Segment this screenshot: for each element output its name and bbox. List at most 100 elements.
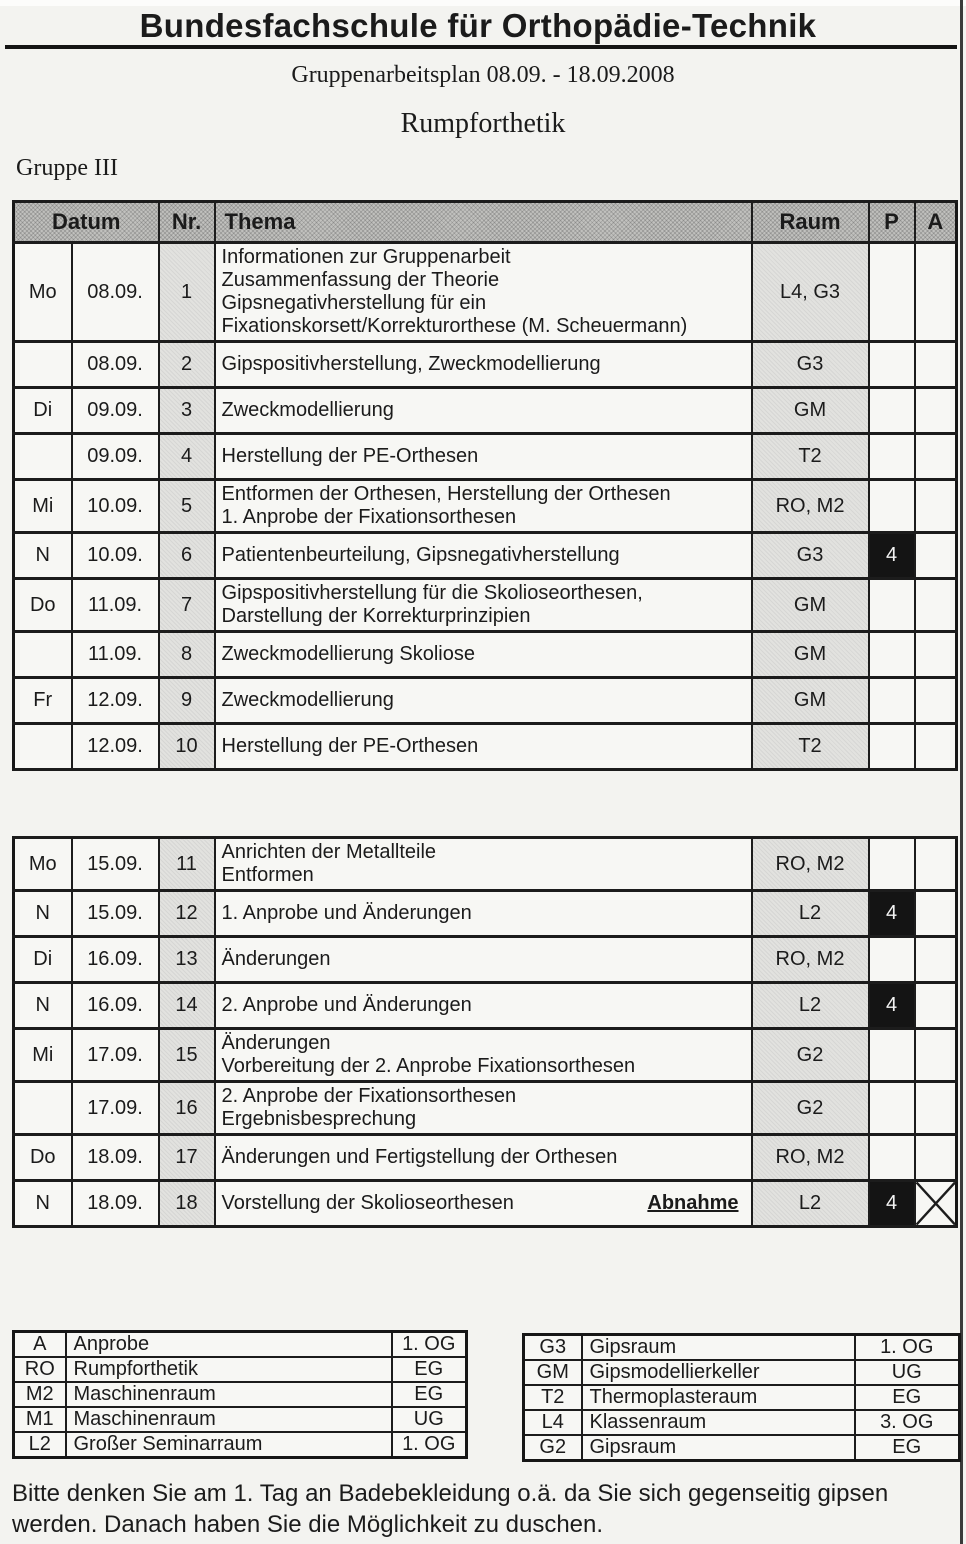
schedule-row: Di 16.09. 13 Änderungen RO, M2 [12, 935, 958, 984]
date-cell: 11.09. [70, 577, 160, 633]
raum-cell: G3 [750, 340, 870, 389]
raum-cell: G3 [750, 531, 870, 580]
nr-cell: 13 [157, 935, 216, 984]
date-cell: 15.09. [70, 889, 160, 938]
legend-code-cell: T2 [522, 1384, 583, 1411]
thema-cell: Änderungen [213, 935, 753, 984]
group-label: Gruppe III [16, 155, 118, 181]
p-cell [867, 1133, 916, 1182]
thema-line: Änderungen und Fertigstellung der Orthes… [221, 1146, 618, 1168]
schedule-header-row: Datum Nr. Thema Raum P A [12, 200, 958, 244]
abnahme-label: Abnahme [647, 1192, 739, 1214]
day-cell: Di [12, 386, 73, 435]
nr-cell: 7 [157, 577, 216, 633]
p-cell [867, 577, 916, 633]
p-cell [867, 340, 916, 389]
date-cell: 16.09. [70, 935, 160, 984]
day-cell: Mo [12, 836, 73, 892]
nr-cell: 10 [157, 722, 216, 771]
p-cell [867, 478, 916, 534]
schedule-row: Mo 15.09. 11 Anrichten der Metallteile En… [12, 836, 958, 892]
thema-line: Darstellung der Korrekturprinzipien [221, 605, 531, 627]
schedule-row: Do 11.09. 7 Gipspositivherstellung für d… [12, 577, 958, 633]
raum-cell: RO, M2 [750, 478, 870, 534]
thema-line: 2. Anprobe und Änderungen [221, 994, 472, 1016]
day-cell: Mi [12, 1027, 73, 1083]
nr-cell: 1 [157, 241, 216, 343]
legend-name-cell: Maschinenraum [64, 1381, 393, 1408]
raum-cell: T2 [750, 722, 870, 771]
nr-cell: 5 [157, 478, 216, 534]
header-raum: Raum [750, 200, 870, 244]
raum-cell: RO, M2 [750, 935, 870, 984]
p-cell: 4 [867, 981, 916, 1030]
nr-cell: 14 [157, 981, 216, 1030]
schedule-row: N 16.09. 14 2. Anprobe und Änderungen L2… [12, 981, 958, 1030]
thema-line: Änderungen [221, 1032, 331, 1054]
legend-floor-cell: 1. OG [390, 1431, 468, 1459]
header-a: A [913, 200, 958, 244]
legend-code-cell: M1 [12, 1406, 67, 1433]
schedule-table-week2: Mo 15.09. 11 Anrichten der Metallteile En… [12, 836, 958, 1228]
p-cell [867, 241, 916, 343]
schedule-row: N 18.09. 18 Vorstellung der Skolioseorth… [12, 1179, 958, 1228]
nr-cell: 18 [157, 1179, 216, 1228]
header-datum: Datum [12, 200, 160, 244]
thema-line: 1. Anprobe und Änderungen [221, 902, 472, 924]
thema-line: Entformen der Orthesen, Herstellung der … [221, 483, 671, 505]
footer-note-line1: Bitte denken Sie am 1. Tag an Badebeklei… [12, 1480, 889, 1507]
thema-cell: 2. Anprobe der Fixationsorthesen Ergebnis… [213, 1080, 753, 1136]
title-rule [5, 45, 957, 49]
legend-row: L4 Klassenraum 3. OG [522, 1409, 961, 1436]
date-cell: 18.09. [70, 1133, 160, 1182]
schedule-row: Mi 17.09. 15 Änderungen Vorbereitung der … [12, 1027, 958, 1083]
header-thema: Thema [213, 200, 753, 244]
a-cell [913, 340, 958, 389]
raum-cell: L4, G3 [750, 241, 870, 343]
date-cell: 18.09. [70, 1179, 160, 1228]
legend-code-cell: L4 [522, 1409, 583, 1436]
a-cell [913, 432, 958, 481]
thema-line: Informationen zur Gruppenarbeit [221, 246, 511, 268]
a-cell [913, 577, 958, 633]
nr-cell: 11 [157, 836, 216, 892]
thema-line: Patientenbeurteilung, Gipsnegativherstel… [221, 544, 620, 566]
schedule-row: Mo 08.09. 1 Informationen zur Gruppenarb… [12, 241, 958, 343]
legend-code-cell: GM [522, 1359, 583, 1386]
nr-cell: 17 [157, 1133, 216, 1182]
p-cell: 4 [867, 889, 916, 938]
schedule-row: 09.09. 4 Herstellung der PE-Orthesen T2 [12, 432, 958, 481]
raum-cell: T2 [750, 432, 870, 481]
thema-line: Vorbereitung der 2. Anprobe Fixationsort… [221, 1055, 636, 1077]
legend-row: G2 Gipsraum EG [522, 1434, 961, 1462]
day-cell: N [12, 1179, 73, 1228]
date-cell: 09.09. [70, 386, 160, 435]
date-cell: 10.09. [70, 531, 160, 580]
nr-cell: 15 [157, 1027, 216, 1083]
date-cell: 17.09. [70, 1027, 160, 1083]
thema-cell: Vorstellung der Skolioseorthesen Abnahme [213, 1179, 753, 1228]
a-cell [913, 1080, 958, 1136]
thema-cell: Herstellung der PE-Orthesen [213, 432, 753, 481]
legend-code-cell: G2 [522, 1434, 583, 1462]
day-cell: Do [12, 1133, 73, 1182]
legend-table-left: A Anprobe 1. OG RO Rumpforthetik EG M2 M… [12, 1330, 468, 1459]
date-cell: 17.09. [70, 1080, 160, 1136]
a-cell [913, 1179, 958, 1228]
legend-code-cell: M2 [12, 1381, 67, 1408]
schedule-row: Di 09.09. 3 Zweckmodellierung GM [12, 386, 958, 435]
nr-cell: 16 [157, 1080, 216, 1136]
legend-floor-cell: 3. OG [853, 1409, 961, 1436]
a-cell [913, 935, 958, 984]
legend-code-cell: L2 [12, 1431, 67, 1459]
thema-line: Änderungen [221, 948, 331, 970]
thema-line: Fixationskorsett/Korrekturorthese (M. Sc… [221, 315, 688, 337]
legend-row: M1 Maschinenraum UG [12, 1406, 468, 1433]
day-cell [12, 432, 73, 481]
p-cell [867, 630, 916, 679]
cross-mark-icon [916, 1183, 955, 1224]
raum-cell: G2 [750, 1027, 870, 1083]
schedule-row: 11.09. 8 Zweckmodellierung Skoliose GM [12, 630, 958, 679]
day-cell: Fr [12, 676, 73, 725]
legend-name-cell: Großer Seminarraum [64, 1431, 393, 1459]
